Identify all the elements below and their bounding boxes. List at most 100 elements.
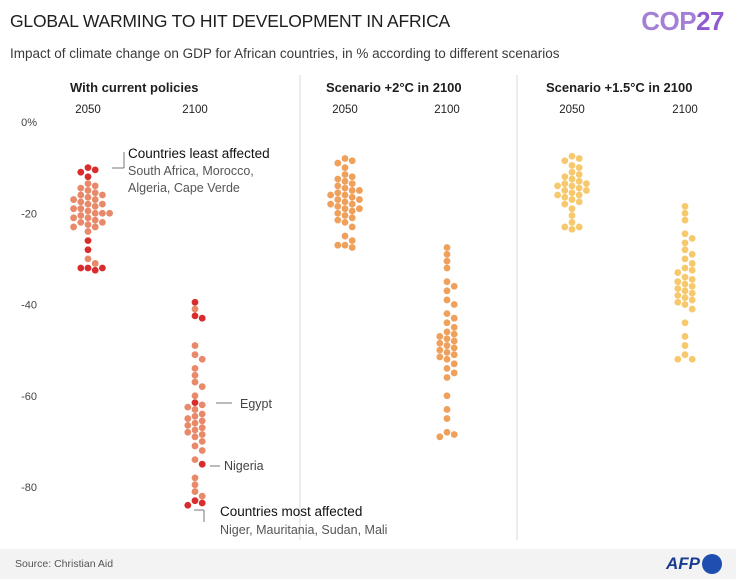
- data-point: [334, 189, 342, 197]
- data-point: [91, 266, 99, 274]
- data-point: [450, 323, 458, 331]
- data-point: [575, 191, 583, 199]
- data-point: [688, 289, 696, 297]
- data-point: [334, 182, 342, 190]
- y-tick-label: -20: [21, 208, 37, 220]
- data-point: [191, 426, 199, 434]
- data-point: [688, 305, 696, 313]
- column-label: 2100: [434, 104, 460, 116]
- data-point: [561, 157, 569, 165]
- data-point: [681, 301, 689, 308]
- data-point: [191, 497, 199, 505]
- data-point: [191, 456, 199, 464]
- data-point: [443, 328, 451, 336]
- panel-title: With current policies: [70, 80, 198, 95]
- data-point: [681, 239, 689, 247]
- data-point: [198, 492, 206, 500]
- data-point: [450, 351, 458, 359]
- data-point: [84, 200, 92, 208]
- annotation-detail: South Africa, Morocco,: [128, 164, 254, 178]
- data-point: [681, 209, 689, 217]
- data-point: [561, 173, 569, 181]
- data-point: [575, 184, 583, 192]
- data-point: [84, 237, 92, 245]
- data-point: [91, 182, 99, 190]
- data-point: [348, 173, 356, 181]
- data-point: [91, 216, 99, 224]
- data-point: [191, 371, 199, 379]
- data-point: [84, 214, 92, 222]
- data-point: [443, 287, 451, 295]
- logo-text: COP: [641, 6, 697, 36]
- data-point: [77, 198, 85, 206]
- data-point: [443, 264, 451, 272]
- data-point: [334, 241, 342, 249]
- data-point: [568, 152, 576, 160]
- data-point: [77, 184, 85, 192]
- data-point: [436, 433, 444, 441]
- chart-subtitle: Impact of climate change on GDP for Afri…: [10, 46, 560, 61]
- data-point: [341, 212, 349, 219]
- data-point: [191, 351, 199, 359]
- data-point: [191, 419, 199, 427]
- data-point: [561, 193, 569, 201]
- data-point: [191, 406, 199, 413]
- data-point: [450, 330, 458, 338]
- data-point: [443, 392, 451, 400]
- data-point: [91, 196, 99, 203]
- data-point: [341, 205, 349, 213]
- data-point: [99, 191, 106, 199]
- data-point: [568, 161, 576, 169]
- data-point: [688, 250, 696, 258]
- y-tick-label: -60: [21, 391, 37, 403]
- data-point: [348, 237, 356, 245]
- data-point: [348, 180, 356, 187]
- data-point: [348, 157, 356, 165]
- data-point: [575, 171, 583, 178]
- data-point: [198, 410, 206, 418]
- afp-logo: AFP: [666, 553, 722, 575]
- data-point: [450, 314, 458, 322]
- data-point: [450, 431, 458, 438]
- data-point: [341, 155, 349, 162]
- data-point: [568, 196, 576, 203]
- data-point: [443, 374, 451, 381]
- data-point: [443, 342, 451, 349]
- data-point: [191, 399, 199, 406]
- data-point: [198, 437, 206, 445]
- data-point: [674, 298, 682, 306]
- data-point: [84, 193, 92, 201]
- data-point: [191, 312, 199, 320]
- data-point: [70, 214, 77, 222]
- logo-number: 27: [696, 6, 724, 36]
- annotation-title: Countries least affected: [128, 146, 270, 161]
- data-point: [99, 200, 106, 208]
- footer: Source: Christian Aid AFP: [0, 549, 736, 579]
- data-point: [443, 349, 451, 356]
- data-point: [575, 223, 583, 231]
- data-point: [681, 294, 689, 302]
- data-point: [575, 177, 583, 185]
- data-point: [191, 442, 199, 450]
- data-point: [568, 218, 576, 226]
- data-point: [568, 205, 576, 213]
- data-point: [341, 164, 349, 172]
- data-point: [681, 246, 689, 254]
- data-point: [554, 182, 561, 190]
- data-point: [334, 216, 342, 224]
- annotation-detail: Algeria, Cape Verde: [128, 181, 240, 195]
- y-tick-label: -40: [21, 300, 37, 312]
- data-point: [681, 342, 689, 349]
- data-point: [561, 180, 569, 187]
- data-point: [436, 333, 444, 340]
- data-point: [91, 223, 99, 231]
- panel-title: Scenario +2°C in 2100: [326, 80, 462, 95]
- data-point: [561, 187, 569, 194]
- data-point: [674, 291, 682, 299]
- data-point: [191, 392, 199, 400]
- data-point: [191, 433, 199, 441]
- data-point: [436, 339, 444, 347]
- data-point: [356, 205, 363, 213]
- data-point: [575, 164, 583, 172]
- data-point: [84, 173, 92, 181]
